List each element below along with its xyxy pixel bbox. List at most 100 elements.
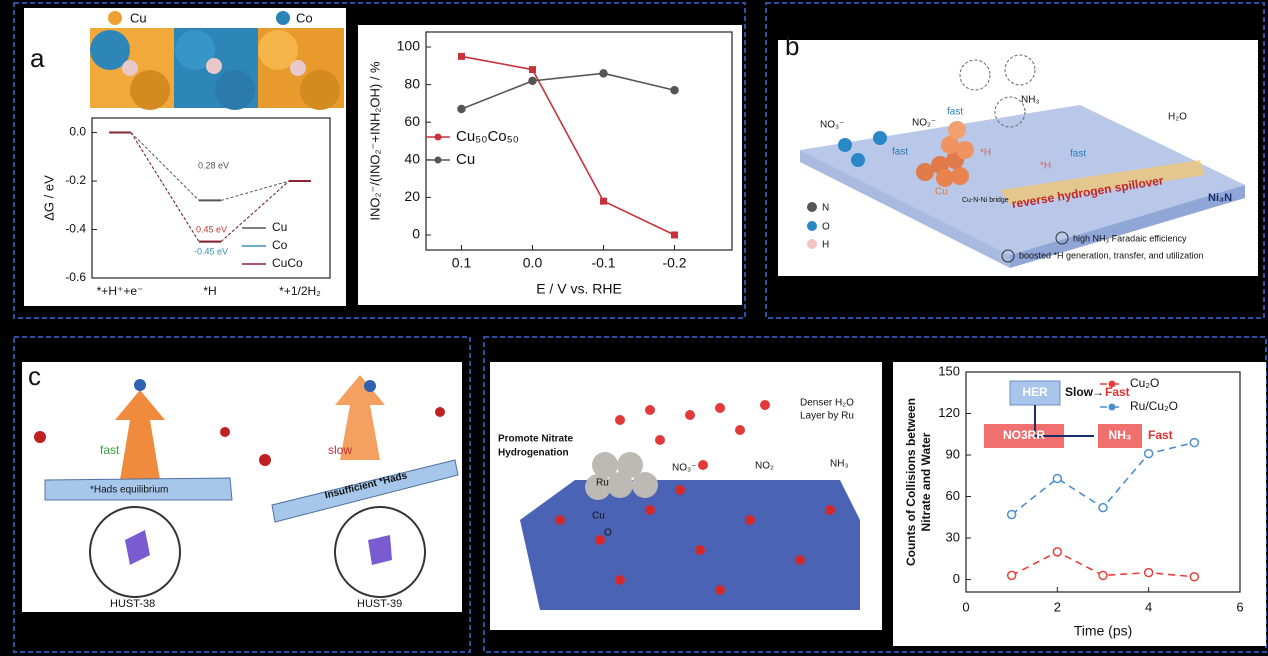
c-label: fast <box>100 443 120 457</box>
legend-text: Co <box>296 10 313 25</box>
marker <box>1052 547 1063 557</box>
b-label: NH₃ <box>1021 95 1040 106</box>
y-tick-label: 60 <box>946 488 960 503</box>
b-label: fast <box>1070 149 1086 160</box>
legend-marker <box>1108 403 1116 411</box>
y-tick-label: 80 <box>404 75 420 91</box>
panel-frame <box>13 2 746 319</box>
legend-icon <box>276 11 290 25</box>
legend-text: CuCo <box>272 256 303 270</box>
legend-icon <box>108 11 122 25</box>
x-tick-label: 4 <box>1145 599 1152 614</box>
marker <box>457 104 466 114</box>
y-tick-label: 100 <box>397 38 421 54</box>
b-label: *H <box>980 148 991 159</box>
marker <box>600 197 607 205</box>
annotation: 0.28 eV <box>198 160 229 170</box>
b-label: Ni₃N <box>1208 192 1232 204</box>
annotation: NH₃ <box>1109 428 1132 442</box>
y-tick-label: -0.2 <box>65 173 86 187</box>
y-tick-label: 90 <box>946 446 960 461</box>
b-label: H <box>822 240 829 251</box>
annotation: 0.45 eV <box>196 224 227 234</box>
marker <box>1189 572 1200 582</box>
annotation: Fast <box>1148 428 1173 442</box>
x-axis-label: E / V vs. RHE <box>536 281 622 297</box>
marker <box>1098 570 1108 581</box>
b-label: fast <box>947 107 963 118</box>
x-tick-label: 0.1 <box>452 255 472 271</box>
y-tick-label: 20 <box>404 188 420 204</box>
connector <box>130 132 200 242</box>
c-label: HUST-39 <box>357 598 402 610</box>
b-label: NO₂⁻ <box>912 118 936 129</box>
annotation: Slow <box>1065 385 1094 399</box>
panel-frame <box>765 2 1265 319</box>
legend-text: Cu <box>272 220 287 234</box>
legend-marker <box>434 133 442 141</box>
y-tick-label: -0.4 <box>65 222 86 236</box>
illustration <box>520 400 860 610</box>
y-tick-label: 40 <box>404 150 420 166</box>
annotation: NO3RR <box>1003 428 1045 442</box>
c-label: slow <box>328 443 352 457</box>
x-tick-label: 0 <box>962 599 969 614</box>
panel-label: a <box>30 43 45 73</box>
d-label: NH₃ <box>830 459 849 470</box>
b-label: O <box>822 222 830 233</box>
b-label: Cu <box>935 187 948 198</box>
legend-text: Cu₂O <box>1130 376 1159 390</box>
b-label: N <box>822 203 829 214</box>
marker <box>1006 570 1017 581</box>
connector <box>220 180 290 243</box>
d-label: NO₂ <box>755 461 774 472</box>
y-axis-label: Nitrate and Water <box>919 432 933 531</box>
plot-frame <box>965 371 1241 593</box>
legend-text: Cu₅₀Co₅₀ <box>456 128 519 145</box>
d-label: NO₃⁻ <box>672 463 696 474</box>
marker <box>529 66 536 74</box>
annotation: -0.45 eV <box>194 246 228 256</box>
series-line <box>461 72 675 110</box>
legend-marker <box>434 156 442 164</box>
marker <box>671 231 678 239</box>
panel-bg <box>358 25 742 305</box>
d-label: Cu <box>592 511 605 522</box>
d-label: Layer by Ru <box>800 411 854 422</box>
marker <box>1052 473 1063 484</box>
marker <box>1189 437 1200 448</box>
marker <box>458 52 465 60</box>
marker <box>1098 502 1108 513</box>
y-tick-label: 0 <box>953 571 960 586</box>
x-tick-label: 6 <box>1236 599 1243 614</box>
b-label: Cu-N-Ni bridge <box>962 197 1009 204</box>
b-label: NO₃⁻ <box>820 120 844 131</box>
b-label: fast <box>892 147 908 158</box>
connector <box>220 180 290 201</box>
legend-text: Cu <box>130 10 147 25</box>
legend-text: Co <box>272 238 288 252</box>
x-axis-label: Time (ps) <box>1074 623 1133 639</box>
x-tick-label: -0.1 <box>591 255 615 271</box>
marker <box>528 76 537 86</box>
b-label: H₂O <box>1168 112 1187 123</box>
x-tick-label: 2 <box>1054 599 1061 614</box>
b-label: high NH₃ Faradaic efficiency <box>1073 233 1187 243</box>
panel-label: b <box>785 31 799 61</box>
d-label: Denser H₂O <box>800 398 854 409</box>
marker <box>670 86 679 95</box>
legend-text: Ru/Cu₂O <box>1130 399 1178 413</box>
marker <box>1006 509 1017 520</box>
annotation: Fast <box>1105 385 1130 399</box>
x-tick-label: *H <box>203 284 216 298</box>
annotation: HER <box>1022 385 1048 399</box>
y-tick-label: 30 <box>946 529 960 544</box>
atom-models <box>90 28 344 110</box>
marker <box>1143 448 1154 459</box>
annotation: → <box>1092 385 1104 399</box>
panel-label: c <box>28 361 41 391</box>
d-label: Hydrogenation <box>498 448 569 459</box>
y-axis-label: ΔG / eV <box>41 175 56 221</box>
illustration <box>34 375 459 598</box>
